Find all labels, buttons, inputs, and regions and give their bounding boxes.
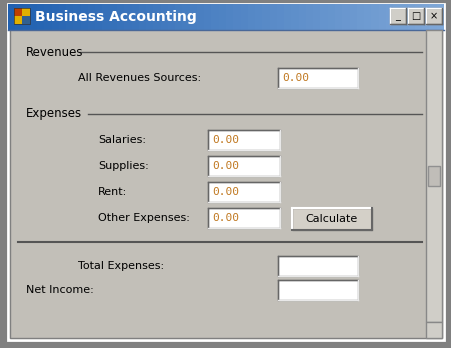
FancyBboxPatch shape (66, 4, 74, 30)
FancyBboxPatch shape (95, 4, 103, 30)
Text: 0.00: 0.00 (212, 213, 239, 223)
Text: Supplies:: Supplies: (98, 161, 148, 171)
FancyBboxPatch shape (392, 4, 400, 30)
FancyBboxPatch shape (349, 4, 356, 30)
FancyBboxPatch shape (80, 4, 88, 30)
FancyBboxPatch shape (436, 4, 443, 30)
FancyBboxPatch shape (218, 4, 226, 30)
FancyBboxPatch shape (284, 4, 291, 30)
FancyBboxPatch shape (356, 4, 364, 30)
FancyBboxPatch shape (407, 4, 414, 30)
FancyBboxPatch shape (276, 4, 284, 30)
FancyBboxPatch shape (211, 4, 219, 30)
Text: Rent:: Rent: (98, 187, 127, 197)
FancyBboxPatch shape (88, 4, 96, 30)
Text: Business Accounting: Business Accounting (35, 10, 196, 24)
FancyBboxPatch shape (407, 8, 423, 24)
FancyBboxPatch shape (197, 4, 204, 30)
FancyBboxPatch shape (189, 4, 197, 30)
Text: 0.00: 0.00 (281, 73, 308, 83)
FancyBboxPatch shape (167, 4, 175, 30)
FancyBboxPatch shape (8, 4, 16, 30)
FancyBboxPatch shape (23, 4, 30, 30)
FancyBboxPatch shape (378, 4, 386, 30)
FancyBboxPatch shape (334, 4, 342, 30)
FancyBboxPatch shape (207, 208, 279, 228)
FancyBboxPatch shape (153, 4, 161, 30)
FancyBboxPatch shape (10, 6, 441, 338)
FancyBboxPatch shape (363, 4, 371, 30)
FancyBboxPatch shape (262, 4, 270, 30)
FancyBboxPatch shape (175, 4, 183, 30)
FancyBboxPatch shape (291, 208, 371, 230)
Text: Revenues: Revenues (26, 46, 83, 58)
Text: Calculate: Calculate (305, 214, 357, 224)
FancyBboxPatch shape (277, 256, 357, 276)
FancyBboxPatch shape (51, 4, 59, 30)
FancyBboxPatch shape (421, 4, 429, 30)
FancyBboxPatch shape (298, 4, 306, 30)
FancyBboxPatch shape (313, 4, 320, 30)
Text: 0.00: 0.00 (212, 135, 239, 145)
FancyBboxPatch shape (131, 4, 139, 30)
FancyBboxPatch shape (44, 4, 52, 30)
Text: Salaries:: Salaries: (98, 135, 146, 145)
FancyBboxPatch shape (277, 280, 357, 300)
FancyBboxPatch shape (14, 8, 22, 16)
FancyBboxPatch shape (277, 68, 357, 88)
FancyBboxPatch shape (15, 4, 23, 30)
FancyBboxPatch shape (22, 8, 30, 16)
Text: 0.00: 0.00 (212, 161, 239, 171)
Text: □: □ (410, 11, 420, 21)
FancyBboxPatch shape (400, 4, 407, 30)
FancyBboxPatch shape (425, 322, 441, 338)
FancyBboxPatch shape (425, 8, 441, 24)
FancyBboxPatch shape (371, 4, 378, 30)
FancyBboxPatch shape (240, 4, 248, 30)
FancyBboxPatch shape (320, 4, 327, 30)
Text: Net Income:: Net Income: (26, 285, 93, 295)
FancyBboxPatch shape (22, 16, 30, 24)
FancyBboxPatch shape (341, 4, 349, 30)
FancyBboxPatch shape (254, 4, 262, 30)
FancyBboxPatch shape (14, 16, 22, 24)
FancyBboxPatch shape (146, 4, 153, 30)
FancyBboxPatch shape (204, 4, 212, 30)
FancyBboxPatch shape (327, 4, 335, 30)
FancyBboxPatch shape (269, 4, 277, 30)
FancyBboxPatch shape (182, 4, 190, 30)
FancyBboxPatch shape (138, 4, 146, 30)
FancyBboxPatch shape (428, 4, 436, 30)
FancyBboxPatch shape (291, 4, 299, 30)
FancyBboxPatch shape (385, 4, 393, 30)
FancyBboxPatch shape (117, 4, 124, 30)
FancyBboxPatch shape (37, 4, 45, 30)
FancyBboxPatch shape (414, 4, 422, 30)
Text: Expenses: Expenses (26, 108, 82, 120)
FancyBboxPatch shape (160, 4, 168, 30)
FancyBboxPatch shape (207, 182, 279, 202)
FancyBboxPatch shape (124, 4, 132, 30)
FancyBboxPatch shape (425, 30, 441, 322)
Text: ×: × (429, 11, 437, 21)
FancyBboxPatch shape (427, 166, 439, 186)
FancyBboxPatch shape (30, 4, 37, 30)
Text: 0.00: 0.00 (212, 187, 239, 197)
FancyBboxPatch shape (102, 4, 110, 30)
FancyBboxPatch shape (389, 8, 405, 24)
Text: Total Expenses:: Total Expenses: (78, 261, 164, 271)
FancyBboxPatch shape (207, 130, 279, 150)
FancyBboxPatch shape (59, 4, 66, 30)
FancyBboxPatch shape (233, 4, 240, 30)
FancyBboxPatch shape (226, 4, 233, 30)
FancyBboxPatch shape (8, 4, 443, 340)
Text: All Revenues Sources:: All Revenues Sources: (78, 73, 201, 83)
FancyBboxPatch shape (247, 4, 255, 30)
FancyBboxPatch shape (73, 4, 81, 30)
FancyBboxPatch shape (207, 156, 279, 176)
Text: _: _ (395, 11, 400, 21)
FancyBboxPatch shape (305, 4, 313, 30)
Text: Other Expenses:: Other Expenses: (98, 213, 189, 223)
FancyBboxPatch shape (110, 4, 117, 30)
